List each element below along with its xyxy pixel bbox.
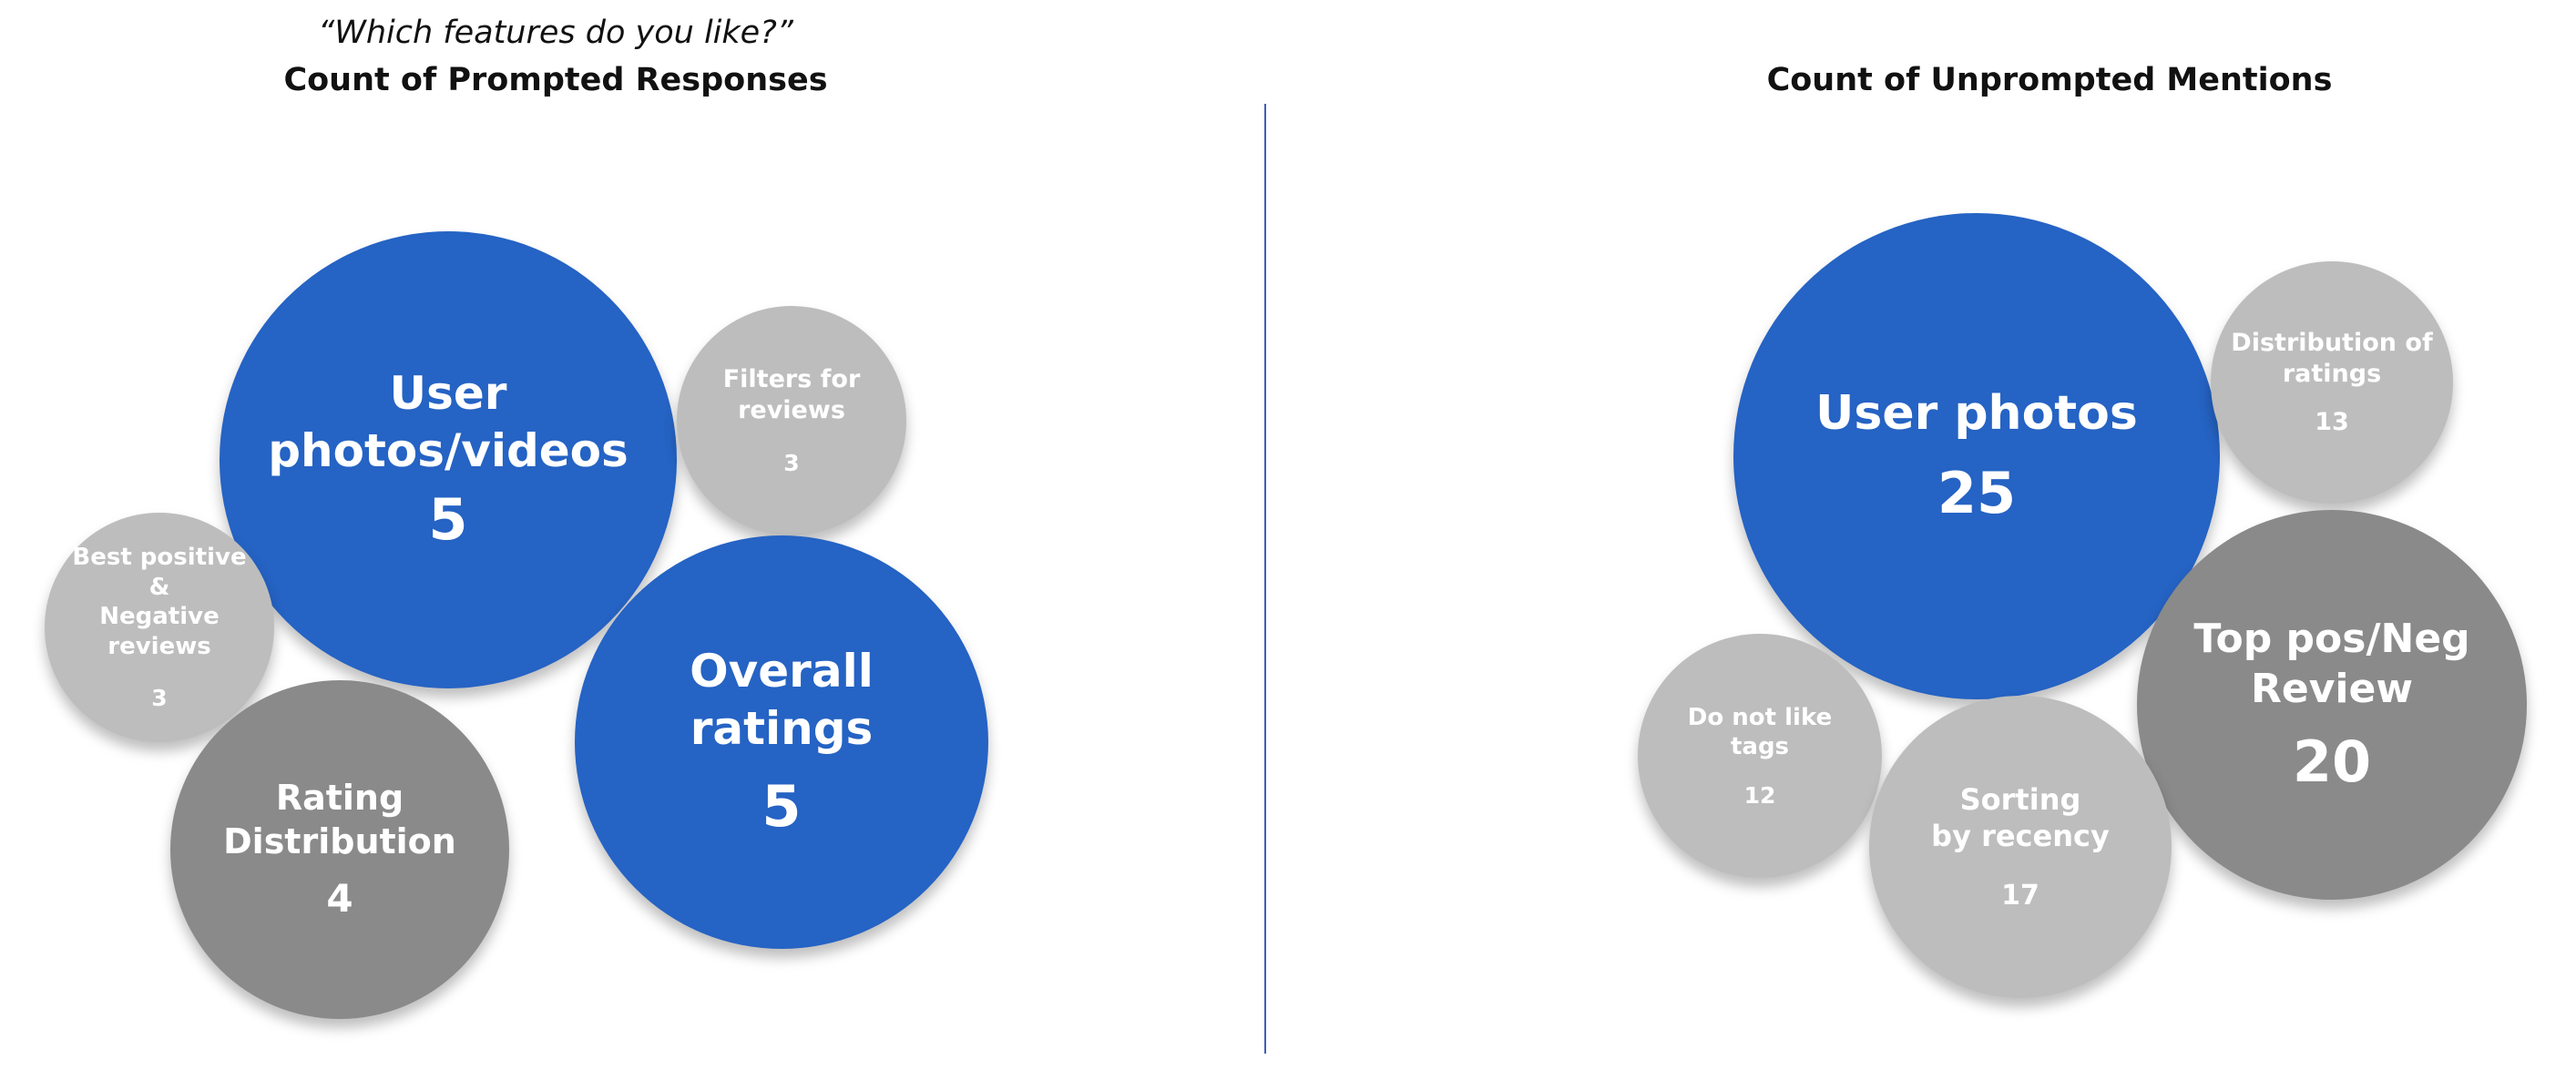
bubble-label-line: Rating bbox=[275, 778, 404, 819]
bubble-overall-ratings: Overall ratings 5 bbox=[575, 535, 988, 949]
bubble-label: Do not like tags bbox=[1688, 703, 1832, 762]
bubble-value: 25 bbox=[1937, 460, 2017, 527]
bubble-label: Distribution of ratings bbox=[2231, 328, 2432, 390]
bubble-label-line: Review bbox=[2251, 665, 2413, 712]
bubble-value: 12 bbox=[1743, 781, 1776, 809]
bubble-label-line: Overall ratings bbox=[690, 645, 874, 755]
bubble-label-line: Distribution of bbox=[2231, 329, 2433, 358]
bubble-do-not-like-tags: Do not like tags 12 bbox=[1638, 634, 1882, 878]
bubble-label: Filters for reviews bbox=[723, 364, 861, 426]
bubble-best-positive-negative: Best positive & Negative reviews 3 bbox=[45, 513, 274, 742]
bubble-value: 3 bbox=[151, 685, 168, 711]
bubble-label-line: Do not like bbox=[1687, 703, 1833, 731]
bubble-value: 5 bbox=[762, 773, 802, 841]
bubble-label: Rating Distribution bbox=[223, 777, 456, 863]
bubble-value: 17 bbox=[2001, 880, 2039, 912]
bubble-value: 20 bbox=[2292, 728, 2372, 795]
bubble-label: Sorting by recency bbox=[1931, 781, 2110, 854]
bubble-label-line: tags bbox=[1730, 733, 1790, 760]
bubble-label: User photos/videos bbox=[268, 365, 629, 479]
bubble-label: User photos bbox=[1815, 384, 2138, 443]
prompted-chart-title: Count of Prompted Responses bbox=[283, 62, 828, 98]
bubble-value: 5 bbox=[428, 486, 468, 554]
bubble-label: Overall ratings bbox=[593, 643, 970, 757]
panel-divider bbox=[1264, 104, 1266, 1054]
bubble-label-line: Distribution bbox=[223, 820, 456, 861]
bubble-rating-distribution: Rating Distribution 4 bbox=[170, 680, 509, 1019]
bubble-label-line: ratings bbox=[2282, 359, 2382, 388]
bubble-label-line: Best positive & bbox=[72, 544, 247, 601]
bubble-distribution-of-ratings: Distribution of ratings 13 bbox=[2211, 261, 2453, 504]
bubble-user-photos: User photos 25 bbox=[1733, 213, 2220, 699]
bubble-value: 4 bbox=[326, 876, 353, 922]
bubble-label-line: User bbox=[389, 367, 507, 421]
bubble-value: 13 bbox=[2315, 407, 2349, 436]
bubble-label-line: reviews bbox=[738, 396, 845, 424]
unprompted-chart-title: Count of Unprompted Mentions bbox=[1766, 62, 2333, 98]
bubble-filters-for-reviews: Filters for reviews 3 bbox=[677, 306, 906, 535]
bubble-label: Top pos/Neg Review bbox=[2193, 614, 2469, 714]
chart-subtitle: “Which features do you like?” bbox=[318, 15, 793, 51]
bubble-label-line: Sorting bbox=[1959, 782, 2081, 817]
bubble-user-photos-videos: User photos/videos 5 bbox=[220, 231, 677, 688]
bubble-label-line: User photos bbox=[1815, 386, 2138, 442]
bubble-value: 3 bbox=[783, 449, 800, 476]
bubble-label-line: photos/videos bbox=[268, 423, 629, 477]
bubble-top-pos-neg-review: Top pos/Neg Review 20 bbox=[2137, 510, 2527, 900]
bubble-sorting-by-recency: Sorting by recency 17 bbox=[1869, 696, 2172, 998]
bubble-label: Best positive & Negative reviews bbox=[63, 543, 256, 661]
bubble-label-line: Negative reviews bbox=[99, 603, 220, 660]
bubble-label-line: by recency bbox=[1931, 819, 2110, 853]
bubble-label-line: Top pos/Neg bbox=[2193, 615, 2470, 662]
bubble-label-line: Filters for bbox=[722, 365, 861, 394]
